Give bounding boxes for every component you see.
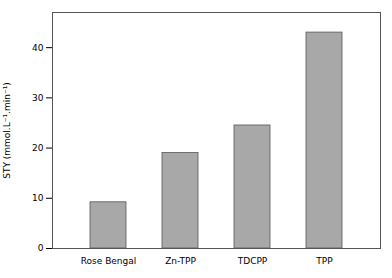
svg-text:0: 0 (38, 243, 44, 253)
svg-text:40: 40 (32, 43, 44, 53)
svg-text:10: 10 (32, 193, 44, 203)
svg-text:TPP: TPP (315, 256, 333, 266)
svg-text:20: 20 (32, 143, 44, 153)
svg-text:Rose Bengal: Rose Bengal (81, 256, 137, 266)
svg-text:STY (mmol.L⁻¹.min⁻¹): STY (mmol.L⁻¹.min⁻¹) (2, 82, 12, 179)
svg-text:TDCPP: TDCPP (237, 256, 268, 266)
svg-text:30: 30 (32, 93, 44, 103)
svg-text:Zn-TPP: Zn-TPP (165, 256, 196, 266)
